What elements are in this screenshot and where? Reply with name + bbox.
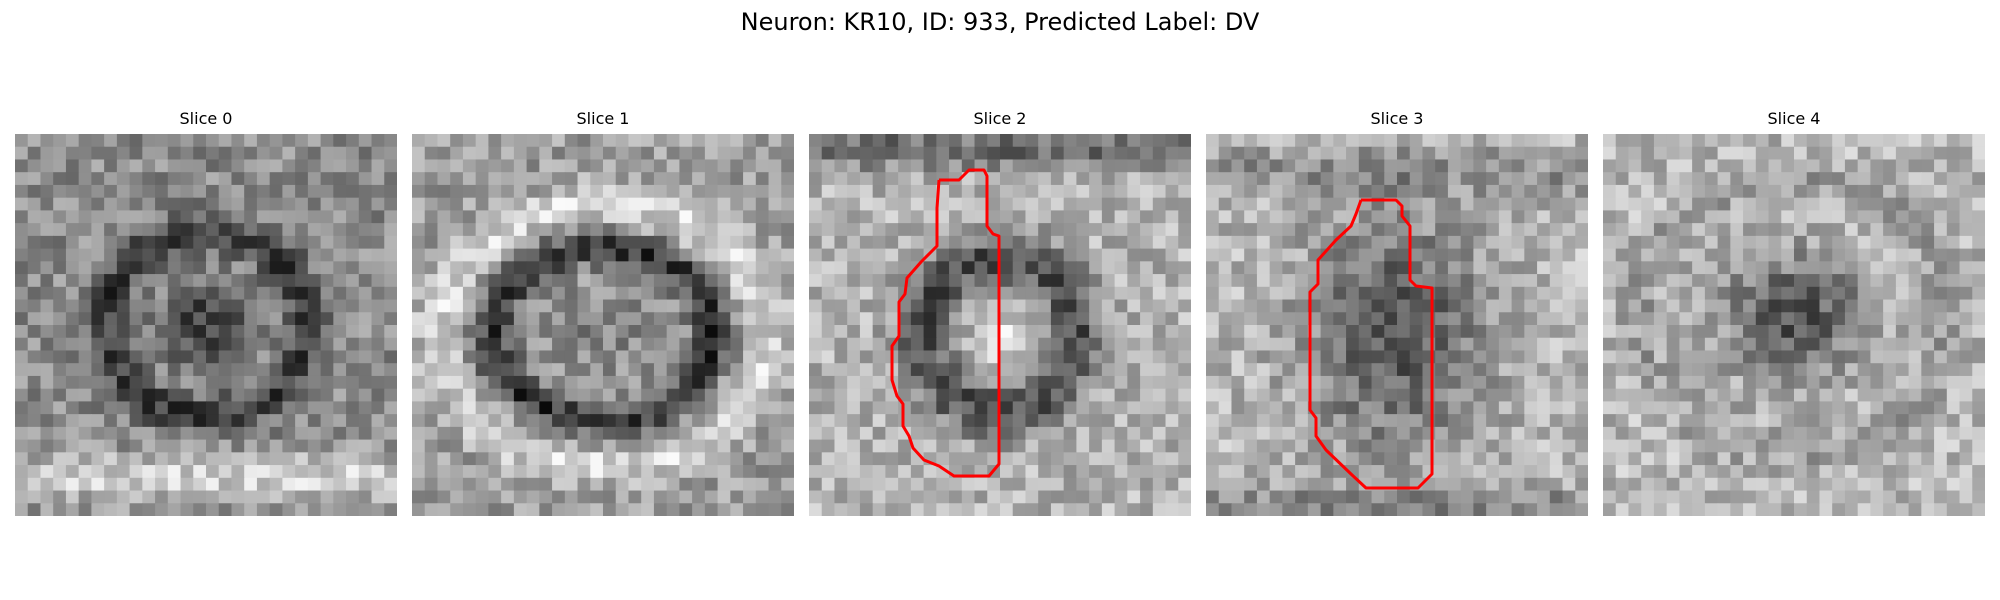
segmentation-contour (1308, 198, 1434, 490)
slice-panel-0: Slice 0 (15, 108, 397, 526)
slice-image-3 (1206, 134, 1588, 516)
slice-title-4: Slice 4 (1767, 109, 1821, 128)
figure-title: Neuron: KR10, ID: 933, Predicted Label: … (740, 8, 1260, 36)
slice-image-2 (809, 134, 1191, 516)
segmentation-contour (890, 168, 1001, 478)
slice-title-2: Slice 2 (973, 109, 1027, 128)
slice-image-4 (1603, 134, 1985, 516)
slice-image-1 (412, 134, 794, 516)
slice-panel-4: Slice 4 (1603, 108, 1985, 526)
slice-title-0: Slice 0 (179, 109, 233, 128)
slice-panel-2: Slice 2 (809, 108, 1191, 526)
slice-title-3: Slice 3 (1370, 109, 1424, 128)
slice-panel-1: Slice 1 (412, 108, 794, 526)
slice-image-0 (15, 134, 397, 516)
slice-title-1: Slice 1 (576, 109, 630, 128)
slice-panel-3: Slice 3 (1206, 108, 1588, 526)
